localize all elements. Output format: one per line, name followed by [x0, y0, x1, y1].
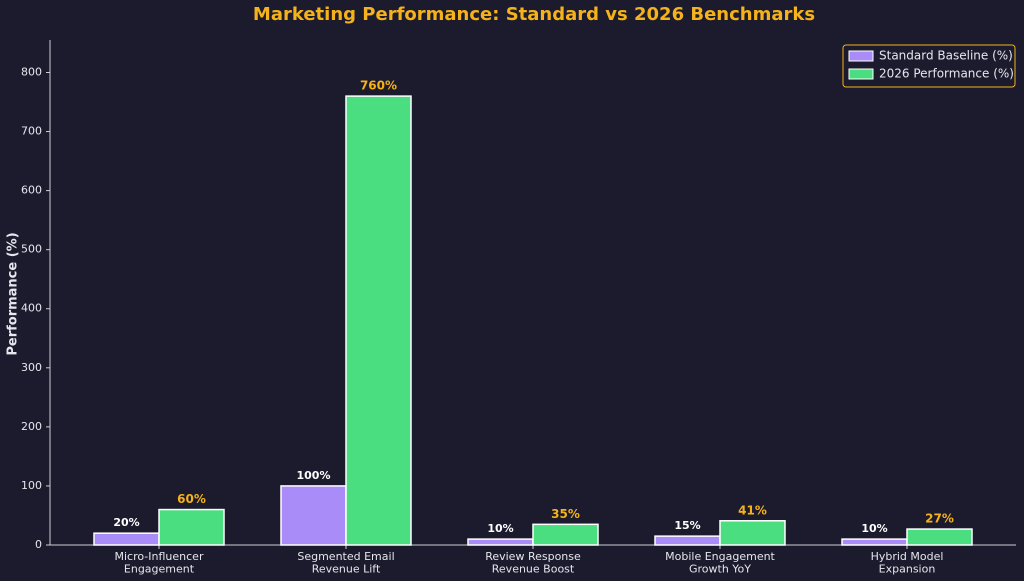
y-tick-label: 300 — [21, 361, 42, 374]
legend-label: 2026 Performance (%) — [879, 67, 1014, 81]
bar — [345, 95, 412, 546]
value-label: 35% — [551, 507, 580, 521]
y-axis-label: Performance (%) — [6, 232, 21, 355]
value-label: 100% — [297, 469, 331, 482]
bar — [158, 508, 225, 546]
legend-swatch — [848, 68, 874, 80]
bar — [532, 523, 599, 546]
legend-label: Standard Baseline (%) — [879, 49, 1013, 63]
value-label: 60% — [177, 492, 206, 506]
y-tick-label: 700 — [21, 125, 42, 138]
bar — [906, 528, 973, 546]
bar — [719, 520, 786, 546]
y-tick-label: 200 — [21, 420, 42, 433]
value-label: 15% — [674, 519, 700, 532]
y-tick-label: 600 — [21, 184, 42, 197]
value-label: 10% — [487, 522, 513, 535]
x-tick-label: Segmented Email Revenue Lift — [297, 550, 394, 576]
bar — [841, 538, 908, 546]
chart-title: Marketing Performance: Standard vs 2026 … — [253, 4, 815, 25]
legend-swatch — [848, 50, 874, 62]
value-label: 20% — [113, 516, 139, 529]
legend: Standard Baseline (%) 2026 Performance (%… — [842, 44, 1016, 88]
bar — [654, 535, 721, 546]
x-tick-label: Review Response Revenue Boost — [485, 550, 581, 576]
value-label: 41% — [738, 503, 767, 517]
x-tick-label: Mobile Engagement Growth YoY — [665, 550, 775, 576]
y-tick-label: 500 — [21, 243, 42, 256]
bar — [467, 538, 534, 546]
bar — [93, 532, 160, 546]
legend-box — [842, 44, 1016, 88]
value-label: 27% — [925, 512, 954, 526]
x-tick-label: Micro-Influencer Engagement — [115, 550, 204, 576]
x-tick-label: Hybrid Model Expansion — [871, 550, 944, 576]
value-label: 10% — [861, 522, 887, 535]
y-tick-label: 0 — [35, 538, 42, 551]
y-tick-label: 800 — [21, 65, 42, 78]
y-tick-label: 100 — [21, 479, 42, 492]
bar — [280, 485, 347, 546]
value-label: 760% — [360, 79, 397, 93]
y-tick-label: 400 — [21, 302, 42, 315]
